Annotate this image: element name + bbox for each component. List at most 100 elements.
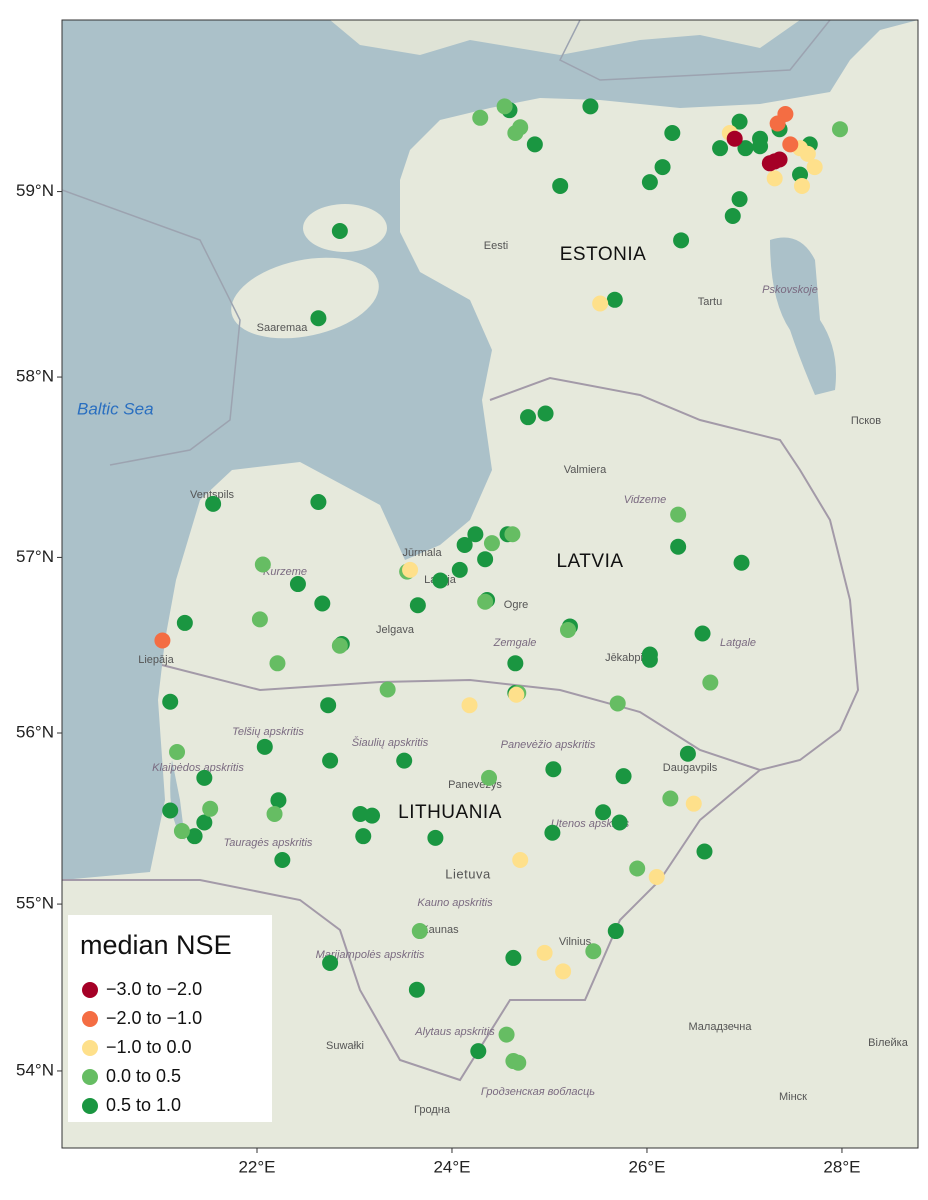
region-label: Kauno apskritis — [417, 897, 493, 909]
y-tick-label: 59°N — [16, 181, 54, 200]
legend-swatch — [82, 1011, 98, 1027]
site-point — [782, 136, 799, 153]
place-label: Tartu — [698, 296, 722, 308]
site-point — [731, 191, 748, 208]
site-point — [274, 852, 291, 869]
site-point — [270, 792, 287, 809]
region-label: Kurzeme — [263, 566, 307, 578]
sea-label: Baltic Sea — [77, 399, 154, 418]
x-tick-label: 22°E — [238, 1157, 275, 1176]
curonian-lagoon — [170, 760, 185, 840]
place-label: Гродна — [414, 1104, 451, 1116]
saaremaa-island — [231, 257, 379, 339]
site-point — [552, 177, 569, 194]
site-point — [670, 538, 687, 555]
legend-label: −3.0 to −2.0 — [106, 979, 202, 999]
site-point — [536, 944, 553, 961]
site-point — [641, 174, 658, 191]
site-point — [504, 526, 521, 543]
site-point — [432, 572, 449, 589]
maritime-border — [558, 20, 831, 81]
site-point — [611, 814, 628, 831]
site-point — [761, 155, 778, 172]
site-point — [607, 923, 624, 940]
site-point — [467, 526, 484, 543]
border-line — [161, 664, 761, 771]
site-point — [654, 159, 671, 176]
site-point — [505, 949, 522, 966]
site-point — [196, 769, 213, 786]
site-point — [537, 405, 554, 422]
place-label: Vilnius — [559, 936, 592, 948]
x-tick-label: 28°E — [823, 1157, 860, 1176]
land — [62, 20, 918, 1148]
site-point — [526, 136, 543, 153]
site-point — [496, 98, 513, 115]
site-point — [269, 655, 286, 672]
place-label: Daugavpils — [663, 762, 718, 774]
site-point — [555, 963, 572, 980]
site-point — [310, 494, 327, 511]
site-point — [481, 769, 498, 786]
region-label: Klaipėdos apskritis — [152, 762, 244, 774]
region-label: Zemgale — [493, 637, 537, 649]
site-point — [512, 852, 529, 869]
site-point — [472, 109, 489, 126]
site-point — [696, 843, 713, 860]
site-point — [451, 561, 468, 578]
site-point — [320, 697, 337, 714]
country-label: LITHUANIA — [398, 802, 502, 823]
place-label: Lietuva — [445, 866, 491, 881]
legend-label: −1.0 to 0.0 — [106, 1037, 192, 1057]
site-point — [331, 222, 348, 239]
legend-swatch — [82, 1098, 98, 1114]
site-point — [176, 614, 193, 631]
site-point — [251, 611, 268, 628]
site-point — [456, 536, 473, 553]
site-point — [314, 595, 331, 612]
site-point — [545, 761, 562, 778]
plot-frame — [61, 19, 919, 1149]
place-label: Мінск — [779, 1091, 807, 1103]
lake-peipsi — [770, 237, 836, 395]
site-point — [806, 159, 823, 176]
site-point — [733, 554, 750, 571]
x-tick-label: 24°E — [433, 1157, 470, 1176]
site-point — [352, 805, 369, 822]
site-point — [409, 597, 426, 614]
site-point — [507, 655, 524, 672]
place-label: Saaremaa — [257, 322, 309, 334]
site-point — [508, 686, 525, 703]
legend-label: 0.5 to 1.0 — [106, 1095, 181, 1115]
region-label: Alytaus apskritis — [414, 1026, 495, 1038]
region-label: Latgale — [720, 637, 756, 649]
y-tick-label: 56°N — [16, 722, 54, 741]
x-tick-label: 26°E — [628, 1157, 665, 1176]
country-label: ESTONIA — [560, 244, 647, 265]
site-point — [256, 738, 273, 755]
points — [154, 98, 849, 1071]
site-point — [793, 177, 810, 194]
site-point — [799, 145, 816, 162]
axes: 22°E 24°E 26°E 28°E 54°N 55°N 56°N 57°N 58°N 59°N — [16, 181, 860, 1176]
site-point — [559, 621, 576, 638]
y-tick-label: 58°N — [16, 367, 54, 386]
region-label: Telšių apskritis — [232, 726, 304, 738]
site-point — [477, 551, 494, 568]
site-point — [477, 593, 494, 610]
place-label: Вілейка — [868, 1037, 909, 1049]
place-label: Jūrmala — [402, 547, 442, 559]
place-label: Valmiera — [564, 464, 607, 476]
site-point — [595, 804, 612, 821]
region-label: Гродзенская вобласць — [481, 1086, 595, 1098]
region-label: Utenos apskritis — [551, 818, 630, 830]
place-label: Kaunas — [421, 924, 459, 936]
y-tick-label: 54°N — [16, 1060, 54, 1079]
site-point — [712, 140, 729, 157]
site-point — [606, 291, 623, 308]
border-line — [489, 376, 860, 771]
site-point — [402, 561, 419, 578]
place-label: Liepāja — [138, 654, 174, 666]
